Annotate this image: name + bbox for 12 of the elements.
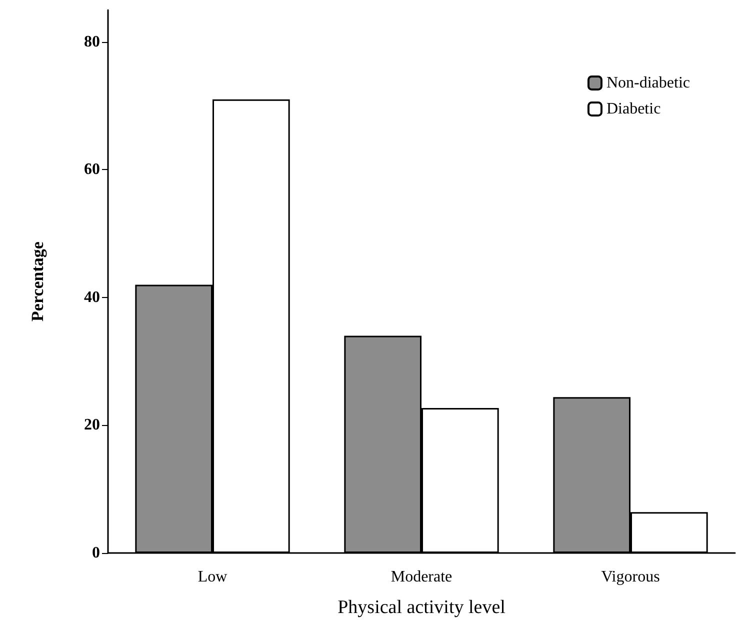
y-tick-label: 0 bbox=[92, 544, 100, 562]
x-tick-label: Vigorous bbox=[601, 568, 660, 586]
x-axis-title: Physical activity level bbox=[338, 597, 506, 618]
x-tick-label: Low bbox=[198, 568, 228, 586]
x-tick-label: Moderate bbox=[390, 568, 452, 586]
y-axis-title: Percentage bbox=[28, 241, 47, 322]
y-tick-label: 60 bbox=[84, 161, 100, 178]
y-tick-label: 20 bbox=[84, 416, 100, 434]
y-tick-label: 80 bbox=[84, 33, 100, 50]
legend-label: Diabetic bbox=[606, 100, 661, 118]
y-tick-label: 40 bbox=[84, 288, 100, 306]
legend-label: Non-diabetic bbox=[606, 74, 690, 92]
